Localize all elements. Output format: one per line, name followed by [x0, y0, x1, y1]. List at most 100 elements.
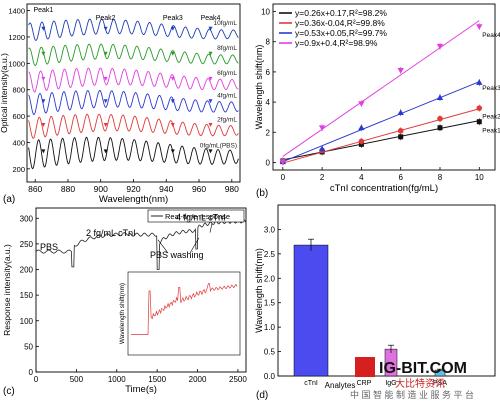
peak-arrow-a: [170, 99, 175, 104]
series-label-b: Peak2: [482, 114, 500, 121]
y-tick-label-a: 200: [12, 165, 25, 174]
legend-text-b: y=0.53x+0.05,R²=99.7%: [295, 28, 387, 38]
y-tick-label-a: 600: [12, 112, 25, 121]
y-tick-label-b: 2: [266, 128, 271, 137]
y-tick-label-a: 1200: [8, 33, 25, 42]
y-tick-label-c: 300: [20, 214, 34, 223]
peak-arrow-a: [103, 51, 108, 56]
y-tick-label-c: 250: [20, 240, 34, 249]
data-point-b: [358, 138, 365, 145]
peak-arrow-a: [208, 76, 213, 81]
x-axis-label-d: Analytes: [325, 381, 356, 390]
legend-text-b: y=0.36x-0.04,R²=99.8%: [295, 18, 385, 28]
data-point-b: [437, 125, 443, 131]
panel-a: 860 880 900 920 940 960 980 200 400 600 800 1000 120…: [0, 3, 241, 205]
y-tick-label-d: 1.5: [264, 299, 276, 308]
y-tick-label-a: 800: [12, 86, 25, 95]
legend-text-b: y=0.26x+0.17,R²=98.2%: [295, 8, 387, 18]
inset-y-label-c: Wavelength shift(nm): [119, 283, 126, 344]
x-tick-label-a: 980: [225, 184, 239, 194]
x-tick-label-c: 1500: [148, 375, 166, 384]
panel-label-b: (b): [256, 188, 268, 199]
y-tick-label-a: 1400: [8, 7, 25, 16]
y-tick-label-c: 0: [29, 368, 34, 377]
data-point-b: [476, 24, 483, 30]
y-tick-label-d: 2.0: [264, 274, 276, 283]
x-tick-label-a: 860: [28, 184, 42, 194]
legend-box-c: [147, 209, 245, 223]
legend-text-c: Real-time response: [165, 212, 230, 221]
y-tick-label-c: 200: [20, 266, 34, 275]
x-axis-label-a: Wavelength(nm): [99, 194, 168, 205]
fit-line-b: [282, 20, 480, 157]
y-axis-label-c: Response intensity(a.u.): [2, 244, 12, 336]
data-point-b: [358, 101, 365, 107]
series-line-a: [28, 67, 239, 93]
y-tick-label-d: 0.0: [264, 372, 276, 381]
data-point-b: [436, 94, 444, 100]
watermark: IG-BIT.COM 大比特资讯 中 国 智 能 制 造 业 服 务 平 台: [350, 357, 474, 400]
panel-c: 0 500 1000 1500 2000 2500 0 50 100 150 200 250 300 Ti…: [2, 207, 247, 397]
x-axis-label-c: Time(s): [125, 384, 157, 395]
x-tick-label-a: 960: [192, 184, 206, 194]
data-point-b: [476, 79, 483, 85]
data-point-b: [397, 109, 404, 116]
panel-label-d: (d): [256, 390, 268, 401]
series-label-a: 10fg/mL: [214, 20, 238, 27]
peak-label-a: Peak2: [96, 15, 116, 22]
inset-frame-c: [127, 271, 241, 356]
x-tick-label-c: 1000: [108, 375, 126, 384]
series-line-a: [28, 18, 239, 42]
y-tick-label-d: 0.5: [264, 348, 276, 357]
series-label-a: 4fg/mL: [217, 93, 237, 100]
peak-arrow-a: [170, 122, 175, 127]
x-tick-label-d: cTnI: [304, 380, 318, 387]
peak-arrow-a: [208, 149, 213, 154]
peak-arrow-a: [208, 122, 213, 127]
fit-line-b: [282, 81, 480, 163]
x-tick-label-d: PSA: [433, 380, 447, 387]
data-point-b: [318, 125, 326, 132]
peak-arrow-a: [170, 149, 175, 154]
y-tick-label-b: 0: [266, 158, 271, 167]
data-point-b: [476, 105, 483, 111]
peak-arrow-a: [103, 26, 108, 31]
x-tick-label-d: CRP: [357, 380, 372, 387]
panel-label-a: (a): [3, 194, 15, 205]
panel-label-c: (c): [3, 386, 15, 397]
y-tick-label-b: 10: [261, 8, 270, 17]
series-label-b: Peak1: [482, 127, 500, 134]
peak-arrow-a: [41, 149, 46, 154]
series-line-a: [28, 136, 239, 170]
panel-b: 0 2 4 6 8 10 0 2 4 6 8 10 cTnI concentration(fg/mL) W…: [254, 3, 500, 199]
x-tick-label-c: 0: [34, 375, 39, 384]
peak-arrow-a: [41, 122, 46, 127]
y-tick-label-d: 2.5: [264, 250, 276, 259]
peak-arrow-a: [170, 26, 175, 31]
y-axis-label-b: Wavelength shift(nm): [254, 45, 264, 130]
peak-arrow-a: [170, 51, 175, 56]
series-label-a: 0fg/mL(PBS): [200, 143, 237, 150]
y-tick-label-c: 100: [20, 317, 34, 326]
series-label-a: 6fg/mL: [217, 70, 237, 77]
y-axis-label-a: Optical intensity(a.u.): [0, 53, 9, 133]
y-tick-label-a: 1000: [8, 59, 25, 68]
data-point-b: [476, 119, 482, 125]
x-tick-label-c: 500: [70, 375, 84, 384]
x-tick-label-d: IgG: [385, 380, 396, 387]
peak-arrow-a: [208, 99, 213, 104]
peak-arrow-a: [41, 76, 46, 81]
y-tick-label-c: 50: [24, 342, 33, 351]
plot-area-b: [272, 3, 496, 171]
y-tick-label-a: 400: [12, 138, 25, 147]
annotation-2fg-c: 2 fg/mL cTnI: [86, 228, 136, 238]
y-tick-label-b: 4: [266, 98, 271, 107]
y-tick-label-c: 150: [20, 291, 34, 300]
annotation-pbs-c: PBS: [40, 242, 58, 252]
x-axis-label-b: cTnI concentration(fg/mL): [330, 183, 438, 194]
x-tick-label-b: 4: [359, 173, 364, 182]
y-tick-label-b: 6: [266, 68, 271, 77]
peak-arrow-a: [170, 76, 175, 81]
data-point-b: [398, 134, 404, 140]
peak-arrow-a: [208, 51, 213, 56]
